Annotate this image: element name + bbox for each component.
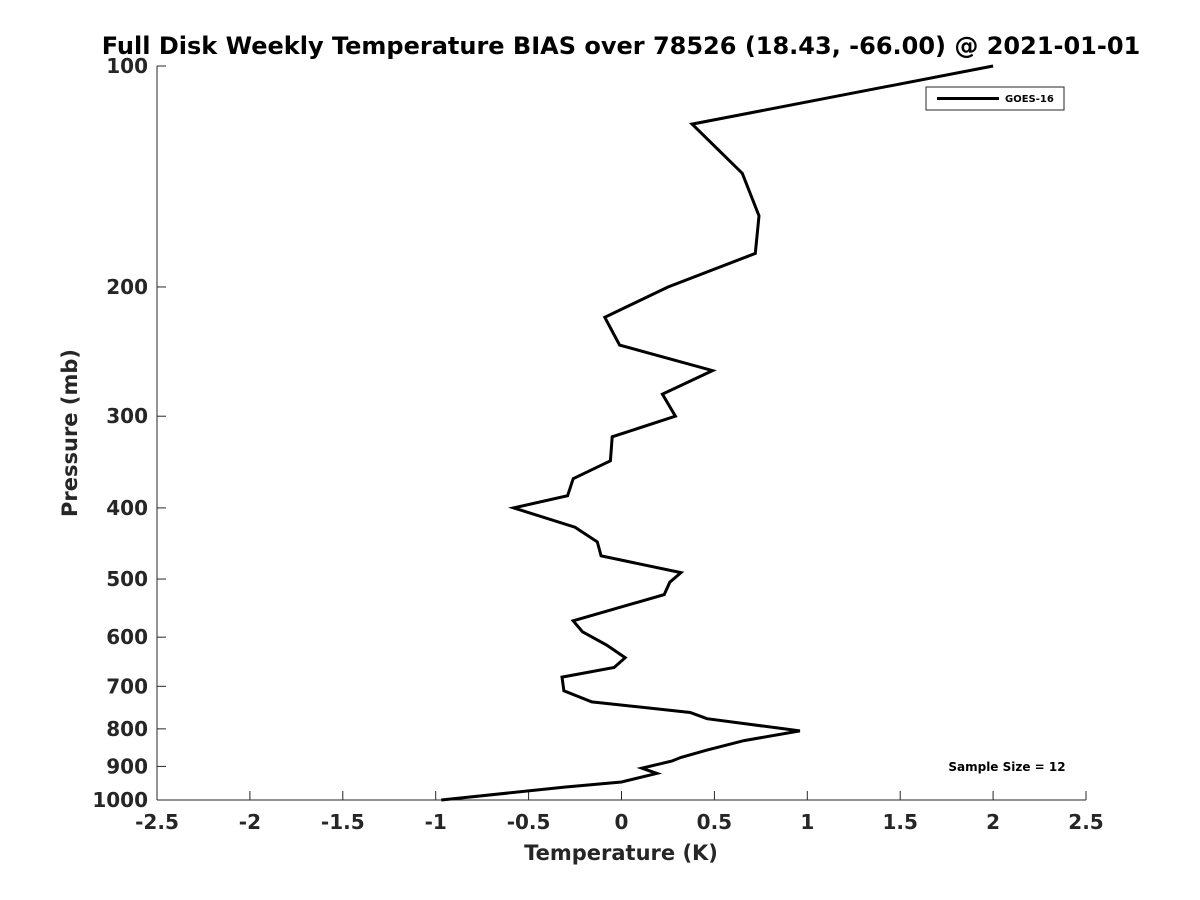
x-tick-label: -0.5 — [507, 810, 551, 834]
y-tick-label: 900 — [106, 754, 148, 778]
series-layer — [441, 64, 994, 802]
x-tick-label: 1 — [800, 810, 814, 834]
series-line-goes-16 — [441, 64, 994, 802]
y-tick-label: 800 — [106, 717, 148, 741]
x-tick-label: -2 — [239, 810, 261, 834]
x-axis-label: Temperature (K) — [524, 841, 718, 865]
x-tick-label: -1 — [425, 810, 447, 834]
y-tick-label: 500 — [106, 567, 148, 591]
x-tick-label: -2.5 — [135, 810, 179, 834]
y-tick-label: 300 — [106, 404, 148, 428]
x-tick-label: 2 — [986, 810, 1000, 834]
y-tick-label: 1000 — [92, 788, 148, 812]
x-tick-label: 2.5 — [1068, 810, 1103, 834]
legend: GOES-16 — [925, 86, 1065, 111]
axes: -2.5 -2 -1.5 -1 -0.5 0 0.5 1 1.5 2 2.5 100 200 300 40… — [92, 54, 1103, 834]
y-ticks: 100 200 300 400 500 600 700 800 900 1000 — [92, 54, 166, 812]
x-tick-label: 0 — [615, 810, 629, 834]
y-tick-label: 200 — [106, 275, 148, 299]
y-tick-label: 400 — [106, 496, 148, 520]
y-tick-label: 100 — [106, 54, 148, 78]
x-tick-label: 1.5 — [882, 810, 917, 834]
x-ticks: -2.5 -2 -1.5 -1 -0.5 0 0.5 1 1.5 2 2.5 — [135, 791, 1104, 834]
sample-size-note: Sample Size = 12 — [948, 760, 1065, 774]
y-axis-label: Pressure (mb) — [58, 349, 82, 517]
x-tick-label: -1.5 — [321, 810, 365, 834]
y-tick-label: 700 — [106, 674, 148, 698]
chart-title: Full Disk Weekly Temperature BIAS over 7… — [102, 32, 1141, 60]
legend-label-goes-16: GOES-16 — [1005, 94, 1054, 105]
x-tick-label: 0.5 — [697, 810, 732, 834]
y-tick-label: 600 — [106, 625, 148, 649]
